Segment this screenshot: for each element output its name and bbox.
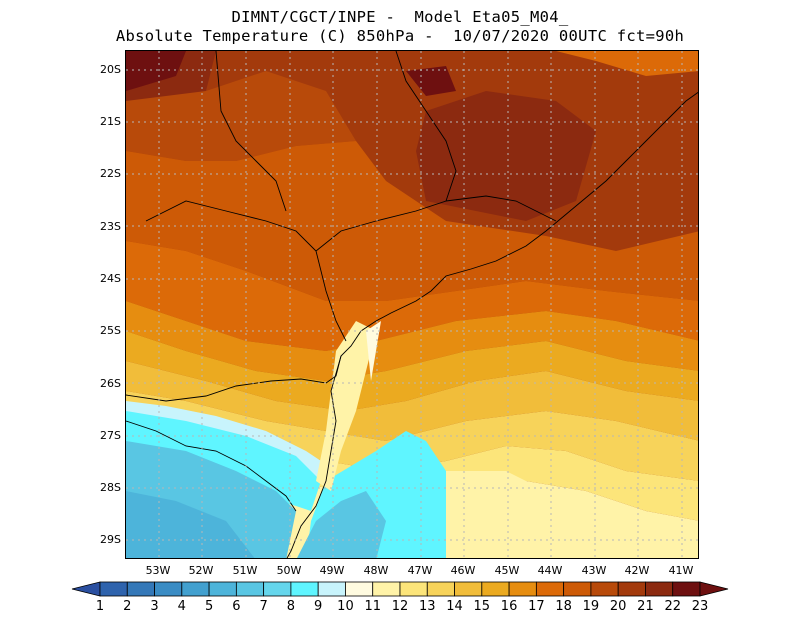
- lat-label: 22S: [100, 167, 121, 180]
- colorbar-swatch: [535, 581, 565, 597]
- lon-label: 45W: [494, 564, 520, 577]
- colorbar-tick-label: 23: [691, 599, 709, 614]
- colorbar-tick-label: 6: [232, 599, 241, 614]
- lat-label: 27S: [100, 429, 121, 442]
- band-15: [126, 361, 698, 441]
- lon-label: 53W: [145, 564, 171, 577]
- colorbar-swatch: [372, 581, 401, 597]
- colorbar-swatch: [263, 581, 292, 597]
- colorbar-swatch: [672, 581, 701, 597]
- temperature-field: [126, 51, 698, 558]
- lat-label: 25S: [100, 324, 121, 337]
- band-18: [126, 241, 698, 351]
- lat-label: 28S: [100, 481, 121, 494]
- lon-label: 47W: [407, 564, 433, 577]
- band-17: [126, 301, 698, 381]
- band-12-se: [446, 471, 566, 558]
- band-16: [126, 331, 698, 411]
- colorbar-arrow-high: [699, 581, 729, 597]
- colorbar-tick-label: 21: [637, 599, 654, 614]
- colorbar-tick-label: 5: [204, 599, 214, 614]
- lon-label: 46W: [450, 564, 476, 577]
- lon-label: 49W: [319, 564, 345, 577]
- lat-label: 23S: [100, 220, 121, 233]
- band-11-coast: [366, 321, 381, 381]
- colorbar-swatch: [181, 581, 210, 597]
- lon-label: 43W: [581, 564, 607, 577]
- colorbar-swatch: [508, 581, 537, 597]
- lon-label: 44W: [537, 564, 563, 577]
- colorbar-tick-label: 8: [286, 599, 296, 614]
- lon-label: 51W: [232, 564, 258, 577]
- colorbar-arrow-low: [71, 581, 101, 597]
- map-title-line-1: DIMNT/CGCT/INPE - Model Eta05_M04_: [231, 8, 569, 26]
- colorbar-swatch: [235, 581, 265, 597]
- colorbar-tick-label: 3: [150, 599, 159, 614]
- colorbar-swatch: [345, 581, 374, 597]
- coastline-borders: [126, 51, 698, 558]
- lon-label: 52W: [188, 564, 214, 577]
- lon-label: 41W: [668, 564, 694, 577]
- colorbar-tick-label: 7: [259, 599, 268, 614]
- colorbar-swatch: [126, 581, 155, 597]
- lon-label: 42W: [624, 564, 650, 577]
- band-8-south: [297, 491, 386, 558]
- colorbar-tick-label: 10: [337, 599, 354, 614]
- colorbar-swatch: [154, 581, 183, 597]
- colorbar-tick-label: 20: [609, 599, 627, 614]
- colorbar-tick-label: 2: [123, 599, 132, 614]
- colorbar-swatch: [645, 581, 674, 597]
- band-6: [126, 491, 255, 558]
- graticule: [126, 51, 698, 558]
- lat-label: 21S: [100, 115, 121, 128]
- colorbar-tick-label: 22: [664, 599, 681, 614]
- colorbar-swatch: [317, 581, 346, 597]
- colorbar-swatch: [208, 581, 237, 597]
- lat-label: 24S: [100, 272, 121, 285]
- colorbar-tick-label: 13: [418, 599, 436, 614]
- band-18-ne: [556, 51, 698, 76]
- colorbar-swatch: [399, 581, 428, 597]
- lon-label: 50W: [276, 564, 302, 577]
- colorbar-tick-label: 19: [582, 599, 600, 614]
- colorbar-tick-label: 11: [364, 599, 381, 614]
- lat-label: 20S: [100, 63, 121, 76]
- colorbar-tick-label: 12: [391, 599, 409, 614]
- band-19: [126, 141, 698, 301]
- colorbar-swatch: [590, 581, 619, 597]
- colorbar-swatch: [617, 581, 646, 597]
- colorbar-swatch: [426, 581, 455, 597]
- band-23-center: [406, 66, 456, 96]
- colorbar-tick-label: 9: [314, 599, 323, 614]
- colorbar-swatch: [454, 581, 483, 597]
- map-title-line-2: Absolute Temperature (C) 850hPa - 10/07/…: [115, 27, 685, 45]
- colorbar-swatch: [99, 581, 128, 597]
- lat-label: 29S: [100, 533, 121, 546]
- colorbar-swatch: [563, 581, 592, 597]
- colorbar-swatch: [481, 581, 510, 597]
- lat-label: 26S: [100, 377, 121, 390]
- colorbar: [71, 581, 729, 597]
- colorbar-swatch: [290, 581, 319, 597]
- colorbar-tick-label: 16: [500, 599, 518, 614]
- colorbar-tick-label: 15: [473, 599, 491, 614]
- band-20-west: [126, 71, 356, 161]
- colorbar-tick-label: 18: [555, 599, 572, 614]
- colorbar-tick-label: 1: [95, 599, 105, 614]
- colorbar-tick-label: 4: [177, 599, 186, 614]
- band-23-west: [126, 51, 186, 91]
- lon-label: 48W: [363, 564, 389, 577]
- colorbar-tick-label: 14: [446, 599, 463, 614]
- temperature-map: [125, 50, 699, 559]
- colorbar-tick-label: 17: [528, 599, 545, 614]
